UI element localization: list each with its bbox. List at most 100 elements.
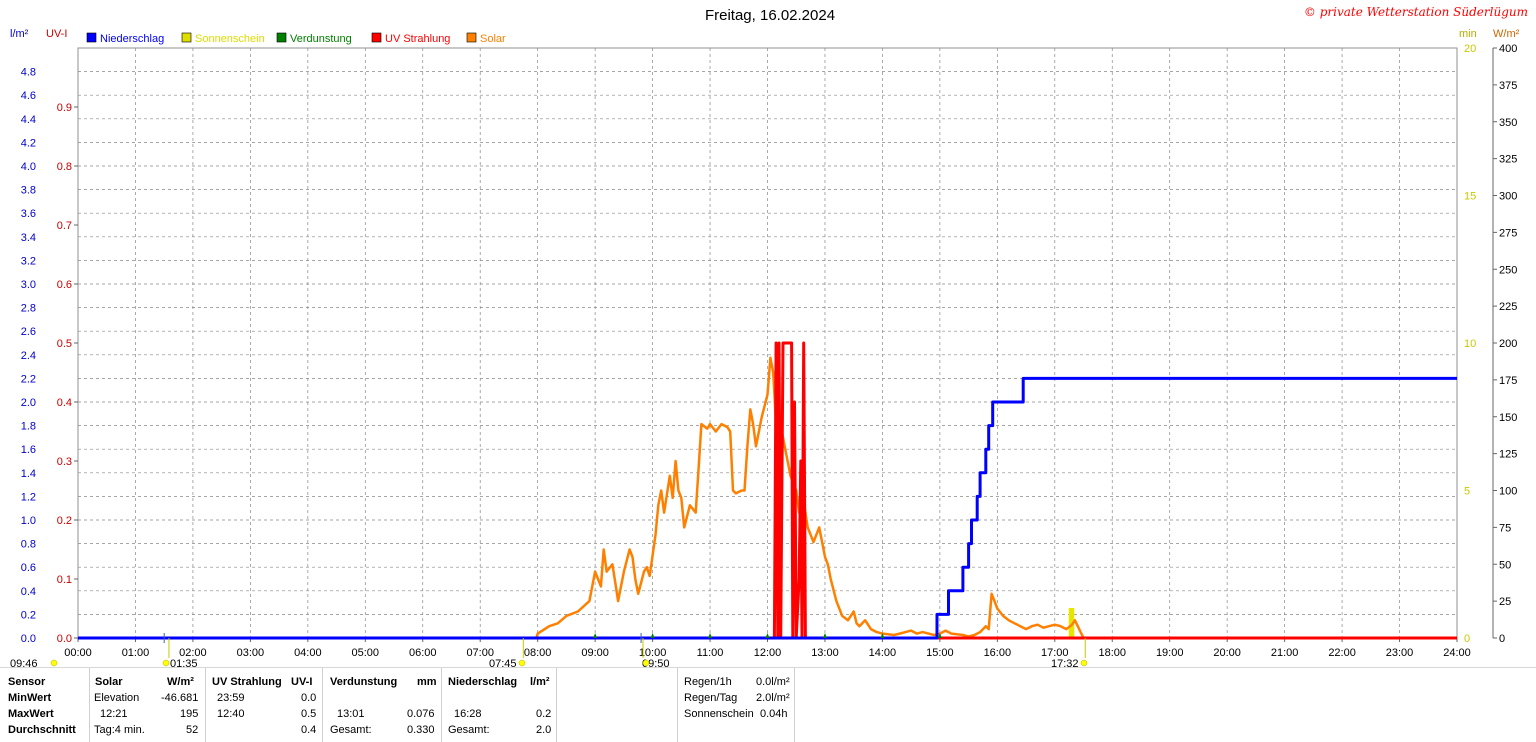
stats-rain-total-label: Gesamt: [448, 724, 490, 736]
stats-rain-header: Niederschlag [448, 676, 518, 688]
series-layer [78, 341, 1457, 643]
solar-tick-label: 50 [1499, 559, 1511, 571]
sun-marker-dot [1080, 659, 1088, 667]
legend-swatch [371, 32, 382, 43]
solar-tick-label: 400 [1499, 43, 1517, 55]
legend-swatch [181, 32, 192, 43]
rain-tick-label: 0.8 [21, 539, 36, 551]
rain-tick-label: 4.2 [21, 137, 36, 149]
stats-sensor-header: Sensor [8, 676, 46, 688]
stats-row-label: Durchschnitt [8, 724, 76, 736]
uv-tick-label: 0.9 [57, 102, 72, 114]
rain-tick-label: 4.8 [21, 67, 36, 79]
x-tick-label: 09:00 [581, 647, 609, 659]
sun-marker-time: 01:35 [170, 658, 198, 668]
solar-tick-label: 0 [1499, 633, 1505, 645]
stats-divider [205, 668, 206, 742]
solar-tick-label: 275 [1499, 227, 1517, 239]
stats-uv-header: UV Strahlung [212, 676, 282, 688]
x-tick-label: 03:00 [237, 647, 265, 659]
solar-tick-label: 250 [1499, 264, 1517, 276]
sun-markers: 09:46 01:35 07:45 09:50 17:32 [10, 638, 1088, 668]
x-tick-label: 20:00 [1213, 647, 1241, 659]
x-tick-label: 18:00 [1098, 647, 1126, 659]
uv-tick-label: 0.8 [57, 161, 72, 173]
legend-label: Verdunstung [290, 33, 352, 45]
solar-tick-label: 225 [1499, 301, 1517, 313]
uv-tick-label: 0.4 [57, 397, 72, 409]
stats-divider [89, 668, 90, 742]
x-tick-label: 06:00 [409, 647, 437, 659]
x-tick-label: 19:00 [1156, 647, 1184, 659]
stats-extra-label: Regen/1h [684, 676, 732, 688]
stats-divider [556, 668, 557, 742]
stats-uv-min-value: 0.0 [301, 692, 317, 704]
stats-evap-total-value: 0.330 [407, 724, 435, 736]
solar-tick-label: 100 [1499, 486, 1517, 498]
stats-solar-max-time: 12:21 [100, 708, 128, 720]
x-tick-label: 21:00 [1271, 647, 1299, 659]
stats-row-label: MinWert [8, 692, 52, 704]
sun-marker-time: 09:50 [642, 658, 670, 668]
rain-unit-label: l/m² [10, 28, 29, 40]
stats-evap-unit: mm [417, 676, 437, 688]
stats-rain-unit: l/m² [530, 676, 550, 688]
stats-uv-min-time: 23:59 [217, 692, 245, 704]
legend-swatch [86, 32, 97, 43]
stats-row-label: MaxWert [8, 708, 54, 720]
stats-divider [677, 668, 678, 742]
x-tick-label: 24:00 [1443, 647, 1471, 659]
x-tick-label: 10:00 [639, 647, 667, 659]
legend-label: UV Strahlung [385, 33, 450, 45]
sun-marker-dot [50, 659, 58, 667]
x-tick-label: 14:00 [869, 647, 897, 659]
rain-tick-label: 3.0 [21, 279, 36, 291]
sunshine-tick-label: 0 [1464, 633, 1470, 645]
legend-swatch [466, 32, 477, 43]
x-tick-label: 13:00 [811, 647, 839, 659]
evaporation-marker [650, 633, 655, 638]
sunshine-tick-label: 10 [1464, 338, 1476, 350]
stats-solar-min-value: -46.681 [161, 692, 199, 704]
solar-tick-label: 175 [1499, 375, 1517, 387]
stats-extra-value: 0.04h [760, 708, 788, 720]
sun-marker-dot [162, 659, 170, 667]
x-tick-label: 05:00 [352, 647, 380, 659]
stats-extra-label: Regen/Tag [684, 692, 738, 704]
x-tick-label: 02:00 [179, 647, 207, 659]
x-tick-label: 00:00 [64, 647, 92, 659]
x-tick-label: 16:00 [984, 647, 1012, 659]
stats-evap-header: Verdunstung [330, 676, 398, 688]
rain-tick-label: 0.4 [21, 586, 36, 598]
sun-marker-time: 07:45 [489, 658, 517, 668]
rain-tick-label: 1.4 [21, 468, 36, 480]
stats-solar-avg-value: 52 [186, 724, 199, 736]
evaporation-marker [937, 633, 942, 638]
sun-marker-time: 17:32 [1051, 658, 1079, 668]
solar-tick-label: 25 [1499, 596, 1511, 608]
axes: 0.0 0.2 0.4 0.6 0.8 1.0 1.2 1.4 1.6 1.8 2.0 2.2 2.4 2… [21, 43, 1518, 659]
rain-tick-label: 3.2 [21, 255, 36, 267]
rain-tick-label: 1.0 [21, 515, 36, 527]
sunshine-tick-label: 5 [1464, 486, 1470, 498]
sun-marker-time: 09:46 [10, 658, 38, 668]
rain-tick-label: 1.2 [21, 491, 36, 503]
sun-marker-dot [642, 659, 650, 667]
solar-tick-label: 325 [1499, 154, 1517, 166]
solar-series [535, 356, 1085, 639]
solar-tick-label: 350 [1499, 117, 1517, 129]
stats-extra-label: Sonnenschein [684, 708, 754, 720]
evaporation-marker [765, 633, 770, 638]
legend: Niederschlag Sonnenschein Verdunstung UV St… [86, 32, 506, 45]
sunshine-tick-label: 20 [1464, 43, 1476, 55]
copyright-text: © private Wetterstation Süderlügum [1304, 5, 1528, 19]
evaporation-marker [593, 633, 598, 638]
x-tick-label: 08:00 [524, 647, 552, 659]
stats-uv-max-value: 0.5 [301, 708, 317, 720]
solar-tick-label: 125 [1499, 449, 1517, 461]
rain-tick-label: 1.8 [21, 421, 36, 433]
uv-tick-label: 0.3 [57, 456, 72, 468]
legend-label: Sonnenschein [195, 33, 265, 45]
uv-tick-label: 0.2 [57, 515, 72, 527]
stats-solar-max-value: 195 [180, 708, 199, 720]
